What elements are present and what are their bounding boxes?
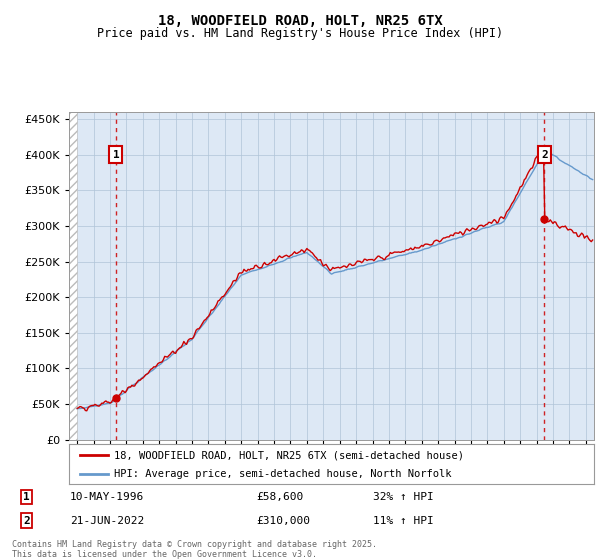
Text: 2: 2 bbox=[23, 516, 30, 525]
Text: Price paid vs. HM Land Registry's House Price Index (HPI): Price paid vs. HM Land Registry's House … bbox=[97, 27, 503, 40]
Text: £310,000: £310,000 bbox=[256, 516, 310, 525]
Text: 2: 2 bbox=[541, 150, 548, 160]
Text: 21-JUN-2022: 21-JUN-2022 bbox=[70, 516, 145, 525]
Text: 32% ↑ HPI: 32% ↑ HPI bbox=[373, 492, 434, 502]
Text: 18, WOODFIELD ROAD, HOLT, NR25 6TX (semi-detached house): 18, WOODFIELD ROAD, HOLT, NR25 6TX (semi… bbox=[113, 450, 464, 460]
Text: Contains HM Land Registry data © Crown copyright and database right 2025.
This d: Contains HM Land Registry data © Crown c… bbox=[12, 540, 377, 559]
Text: 11% ↑ HPI: 11% ↑ HPI bbox=[373, 516, 434, 525]
Text: 10-MAY-1996: 10-MAY-1996 bbox=[70, 492, 145, 502]
Text: 1: 1 bbox=[23, 492, 30, 502]
Text: 1: 1 bbox=[113, 150, 119, 160]
Text: £58,600: £58,600 bbox=[256, 492, 304, 502]
Text: 18, WOODFIELD ROAD, HOLT, NR25 6TX: 18, WOODFIELD ROAD, HOLT, NR25 6TX bbox=[158, 14, 442, 28]
Text: HPI: Average price, semi-detached house, North Norfolk: HPI: Average price, semi-detached house,… bbox=[113, 469, 451, 479]
